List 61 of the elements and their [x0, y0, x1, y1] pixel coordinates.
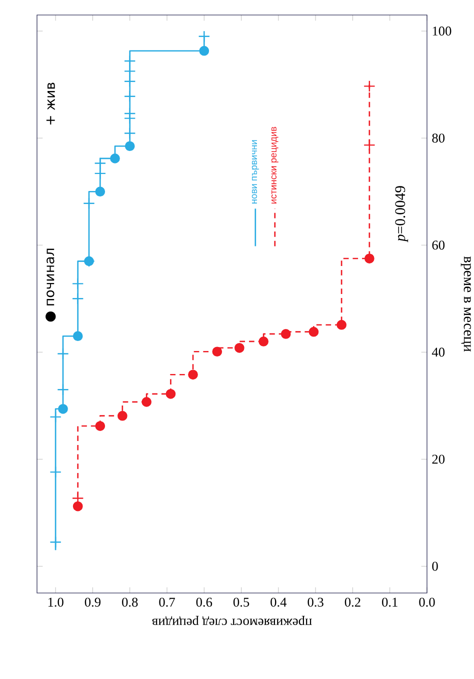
point	[50, 466, 62, 478]
point	[72, 331, 83, 342]
point	[110, 153, 120, 164]
point	[280, 329, 291, 339]
x-tick-label: 0.9	[84, 598, 100, 607]
point	[363, 80, 376, 92]
point	[199, 46, 210, 56]
y-tick-label: 40	[432, 348, 445, 357]
point	[50, 410, 62, 423]
point	[58, 404, 68, 414]
point	[166, 388, 176, 399]
point	[363, 139, 376, 151]
x-tick-label: 0.2	[344, 598, 360, 607]
point	[124, 108, 136, 120]
point	[57, 384, 69, 396]
text: истински рецидив	[271, 126, 278, 204]
point	[212, 346, 222, 357]
point	[364, 254, 374, 264]
y-axis-title: време в месеци	[460, 256, 471, 352]
point	[72, 278, 84, 290]
point	[234, 342, 244, 353]
point	[83, 197, 95, 210]
y-tick-label: 80	[432, 134, 445, 143]
point	[94, 167, 106, 180]
annotation: p=0.0049	[395, 186, 408, 242]
point	[95, 186, 106, 197]
x-tick-label: 0.1	[382, 598, 398, 607]
point	[124, 65, 136, 78]
point	[95, 421, 106, 431]
x-tick-label: 0.0	[419, 598, 435, 607]
x-tick-label: 0.5	[233, 598, 250, 607]
annotation: + жив	[46, 82, 55, 124]
y-tick-label: 0	[432, 562, 438, 571]
point	[124, 55, 136, 67]
text: нови първични	[252, 140, 259, 204]
y-tick-label: 60	[432, 240, 445, 250]
point	[336, 320, 346, 330]
point	[198, 30, 210, 42]
x-axis-title: преживяемост след рецидив	[152, 616, 312, 626]
point	[124, 127, 136, 140]
x-tick-label: 1.0	[48, 598, 64, 607]
point	[124, 141, 135, 152]
point	[124, 90, 136, 102]
point	[124, 75, 136, 88]
y-tick-label: 100	[432, 26, 452, 36]
x-tick-label: 0.8	[122, 598, 138, 607]
point	[142, 397, 152, 407]
point	[308, 326, 319, 337]
point	[72, 292, 84, 305]
point	[57, 348, 69, 360]
x-tick-label: 0.3	[308, 598, 324, 607]
x-tick-label: 0.6	[196, 598, 212, 607]
point	[117, 410, 128, 421]
x-tick-label: 0.4	[270, 598, 287, 607]
x-tick-label: 0.7	[159, 598, 175, 607]
annotation: ● починал	[46, 248, 56, 322]
y-tick-label: 20	[432, 454, 445, 464]
point	[188, 370, 198, 380]
point	[94, 157, 106, 170]
point	[72, 501, 83, 512]
point	[258, 336, 268, 346]
